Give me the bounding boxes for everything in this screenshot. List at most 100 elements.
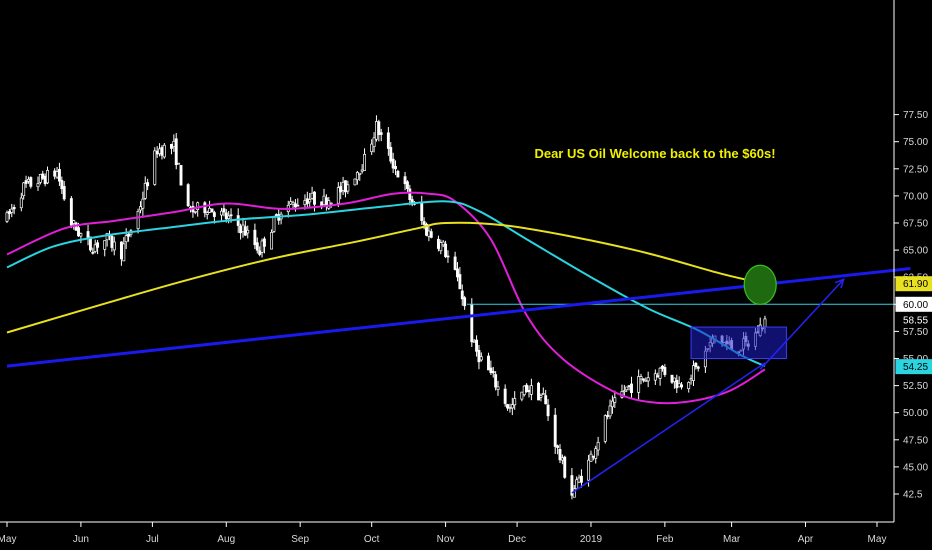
candle-body (491, 370, 495, 374)
price-tag-label: 60.00 (903, 300, 928, 311)
candle-body (570, 475, 574, 496)
candle-body (529, 385, 533, 395)
candle-body (146, 182, 150, 187)
candle-body (560, 457, 564, 461)
candle-body (239, 225, 243, 234)
candle-body (296, 204, 300, 207)
candle-body (425, 223, 428, 236)
projection-arrow-head (834, 278, 845, 289)
candle-body (470, 303, 474, 343)
candle-body (422, 221, 426, 225)
candle-body (456, 268, 459, 278)
candle-body (610, 400, 614, 408)
candle-body (258, 250, 262, 255)
candle-body (355, 172, 359, 181)
candle-body (12, 207, 16, 210)
candle-body (360, 169, 364, 172)
candle-body (310, 192, 314, 199)
candle-body (255, 242, 259, 251)
price-tag-bg (895, 296, 932, 312)
candle-body (379, 132, 383, 135)
candle-body (522, 385, 526, 396)
candle-body (303, 200, 307, 205)
candle-body (446, 255, 450, 258)
candle-body (658, 367, 662, 379)
candle-body (608, 405, 612, 417)
candle-body (363, 154, 366, 171)
candle-body (186, 184, 190, 207)
candle-body (494, 374, 498, 388)
candle-body (403, 176, 407, 185)
candle-body (327, 200, 331, 209)
moving-averages-layer (6, 191, 766, 405)
candle-body (162, 144, 166, 158)
candle-body (10, 208, 14, 213)
candle-body (224, 212, 228, 220)
candle-body (503, 388, 507, 404)
candle-body (105, 232, 109, 241)
candle-body (594, 448, 598, 459)
candle-body (305, 198, 309, 204)
candle-body (572, 488, 576, 498)
candle-body (346, 184, 350, 192)
candle-body (172, 140, 176, 148)
price-tag-label: 54.25 (903, 362, 928, 373)
candle-body (420, 202, 424, 221)
candle-body (696, 366, 700, 369)
candle-body (596, 441, 600, 451)
candle-body (563, 456, 567, 478)
candle-body (243, 226, 247, 236)
price-tag-label: 58.55 (903, 316, 928, 327)
candle-body (553, 414, 557, 447)
candle-body (155, 150, 159, 155)
candle-body (372, 137, 376, 147)
y-tick-label: 45.00 (903, 462, 928, 473)
candle-body (575, 479, 579, 490)
candle-body (579, 475, 583, 483)
moving-average-line-1 (6, 191, 766, 405)
candle-body (208, 208, 212, 213)
candle-body (274, 214, 278, 216)
candle-body (55, 171, 59, 178)
projection-arrow-shaft (759, 278, 845, 370)
candle-body (29, 177, 33, 187)
candle-body (544, 395, 548, 405)
candle-body (27, 178, 30, 182)
candle-body (556, 445, 560, 448)
candle-body (339, 186, 343, 193)
candle-body (22, 182, 26, 197)
candle-body (88, 236, 92, 251)
candle-body (444, 243, 448, 257)
candle-body (589, 453, 593, 462)
y-tick-label: 67.50 (903, 219, 928, 230)
candle-body (546, 404, 550, 417)
candle-body (641, 378, 645, 381)
candle-body (508, 407, 512, 409)
candle-body (479, 356, 483, 361)
candle-body (591, 455, 595, 458)
candle-body (38, 173, 42, 183)
candle-body (227, 215, 231, 219)
candle-body (558, 449, 562, 461)
uptrend-support-line (571, 362, 766, 494)
candle-body (541, 393, 545, 395)
price-tags: 61.90 60.00 58.55 54.25 (895, 276, 932, 375)
candle-body (308, 199, 312, 203)
candle-body (179, 165, 183, 186)
candle-body (458, 274, 462, 290)
candle-body (77, 227, 80, 237)
candle-body (439, 242, 443, 252)
candle-body (394, 166, 397, 170)
candle-body (229, 214, 233, 217)
candle-body (677, 383, 681, 388)
candle-body (429, 231, 433, 238)
candle-body (487, 355, 490, 371)
candle-body (127, 233, 131, 237)
candle-body (506, 404, 509, 409)
candle-body (336, 187, 340, 204)
candle-body (386, 132, 390, 149)
candle-body (170, 144, 173, 149)
candle-body (36, 183, 40, 188)
candle-body (270, 232, 274, 250)
